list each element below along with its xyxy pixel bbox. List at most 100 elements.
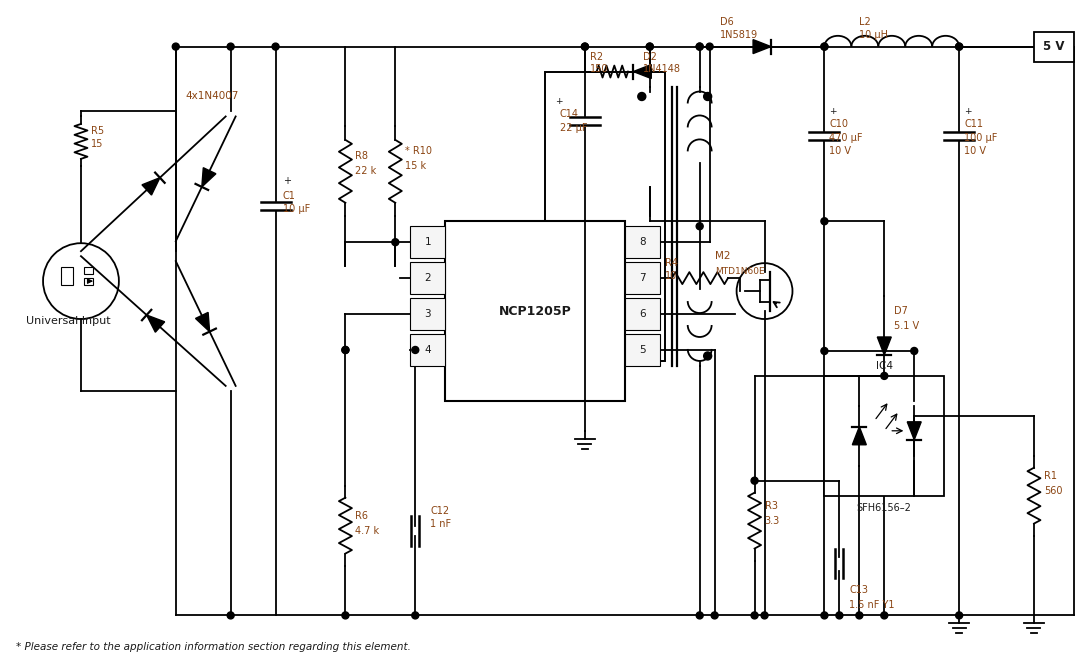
Text: 4: 4	[424, 345, 431, 355]
Polygon shape	[633, 65, 652, 79]
Bar	[84, 267, 93, 274]
Text: * R10: * R10	[405, 147, 433, 157]
Circle shape	[956, 43, 962, 50]
Text: 1N4148: 1N4148	[643, 63, 681, 73]
Text: 15 k: 15 k	[405, 161, 426, 171]
Text: 5 V: 5 V	[1043, 40, 1065, 53]
Bar	[625, 298, 659, 330]
Text: 1 nF: 1 nF	[431, 519, 451, 529]
Circle shape	[581, 43, 589, 50]
Text: 4.7 k: 4.7 k	[355, 525, 379, 535]
Bar	[410, 298, 445, 330]
Circle shape	[751, 478, 758, 484]
Bar	[545, 71, 665, 361]
Text: MTD1N60E: MTD1N60E	[715, 266, 764, 276]
Bar	[625, 334, 659, 366]
Text: +: +	[282, 176, 291, 186]
Circle shape	[911, 348, 918, 354]
Text: R1: R1	[1044, 471, 1057, 481]
Circle shape	[227, 43, 234, 50]
Text: 3.3: 3.3	[764, 515, 779, 525]
Text: 2: 2	[424, 273, 431, 283]
Text: * Please refer to the application information section regarding this element.: * Please refer to the application inform…	[16, 642, 411, 652]
Circle shape	[821, 43, 828, 50]
Circle shape	[821, 43, 828, 50]
Circle shape	[881, 372, 887, 380]
Circle shape	[227, 612, 234, 619]
Circle shape	[342, 346, 349, 354]
Circle shape	[704, 93, 712, 101]
Text: R3: R3	[764, 501, 777, 511]
Circle shape	[581, 43, 589, 50]
Text: L2: L2	[859, 17, 871, 27]
Polygon shape	[147, 315, 165, 332]
Text: +: +	[965, 107, 971, 116]
Text: C11: C11	[965, 119, 983, 129]
Circle shape	[956, 612, 962, 619]
Text: +: +	[829, 107, 837, 116]
Text: 10 μH: 10 μH	[859, 29, 888, 39]
Text: 470 μF: 470 μF	[829, 133, 863, 143]
Text: 1.5 nF Y1: 1.5 nF Y1	[849, 601, 895, 611]
Circle shape	[704, 352, 712, 360]
Circle shape	[761, 612, 768, 619]
Text: 5: 5	[639, 345, 645, 355]
Text: C14: C14	[560, 109, 579, 119]
Text: D7: D7	[894, 306, 908, 316]
Text: IC4: IC4	[875, 361, 893, 371]
Circle shape	[412, 612, 419, 619]
Circle shape	[638, 93, 645, 101]
Text: 7: 7	[639, 273, 645, 283]
Polygon shape	[202, 168, 216, 187]
Circle shape	[391, 238, 399, 246]
Text: 15: 15	[90, 139, 104, 149]
Text: 8: 8	[639, 237, 645, 247]
Text: 10 V: 10 V	[829, 147, 851, 157]
Text: 100 μF: 100 μF	[965, 133, 997, 143]
Text: 1N5819: 1N5819	[719, 29, 758, 39]
Circle shape	[342, 346, 349, 354]
Text: R5: R5	[90, 127, 104, 137]
Circle shape	[272, 43, 279, 50]
Bar	[410, 262, 445, 294]
Text: +: +	[555, 97, 562, 106]
Circle shape	[821, 218, 828, 224]
Circle shape	[711, 612, 718, 619]
Polygon shape	[877, 337, 892, 355]
Circle shape	[836, 612, 843, 619]
Text: 10: 10	[665, 271, 677, 281]
Text: 5.1 V: 5.1 V	[894, 321, 919, 331]
Circle shape	[697, 43, 703, 50]
Text: Universal Input: Universal Input	[26, 316, 111, 326]
Text: R6: R6	[355, 511, 368, 521]
Circle shape	[646, 43, 653, 50]
Polygon shape	[852, 427, 867, 445]
Text: D6: D6	[719, 17, 734, 27]
Text: R2: R2	[590, 51, 603, 61]
Circle shape	[697, 612, 703, 619]
Text: 10 V: 10 V	[965, 147, 986, 157]
Text: C12: C12	[431, 505, 449, 515]
Text: NCP1205P: NCP1205P	[498, 304, 571, 318]
Text: 10 μF: 10 μF	[282, 204, 310, 214]
Circle shape	[956, 43, 962, 50]
Text: 22 k: 22 k	[355, 166, 377, 176]
Bar	[84, 278, 93, 285]
Text: M2: M2	[715, 251, 730, 261]
Text: 3: 3	[424, 309, 431, 319]
Text: C13: C13	[849, 585, 869, 595]
Circle shape	[342, 612, 349, 619]
Circle shape	[751, 612, 758, 619]
Bar	[625, 262, 659, 294]
Circle shape	[821, 612, 828, 619]
Bar	[445, 221, 625, 401]
Text: 560: 560	[1044, 486, 1063, 496]
Circle shape	[821, 348, 828, 354]
Circle shape	[856, 612, 863, 619]
Circle shape	[697, 222, 703, 230]
Circle shape	[706, 43, 713, 50]
Circle shape	[646, 43, 653, 50]
Circle shape	[172, 43, 179, 50]
Text: 150: 150	[590, 63, 608, 73]
Circle shape	[697, 43, 703, 50]
